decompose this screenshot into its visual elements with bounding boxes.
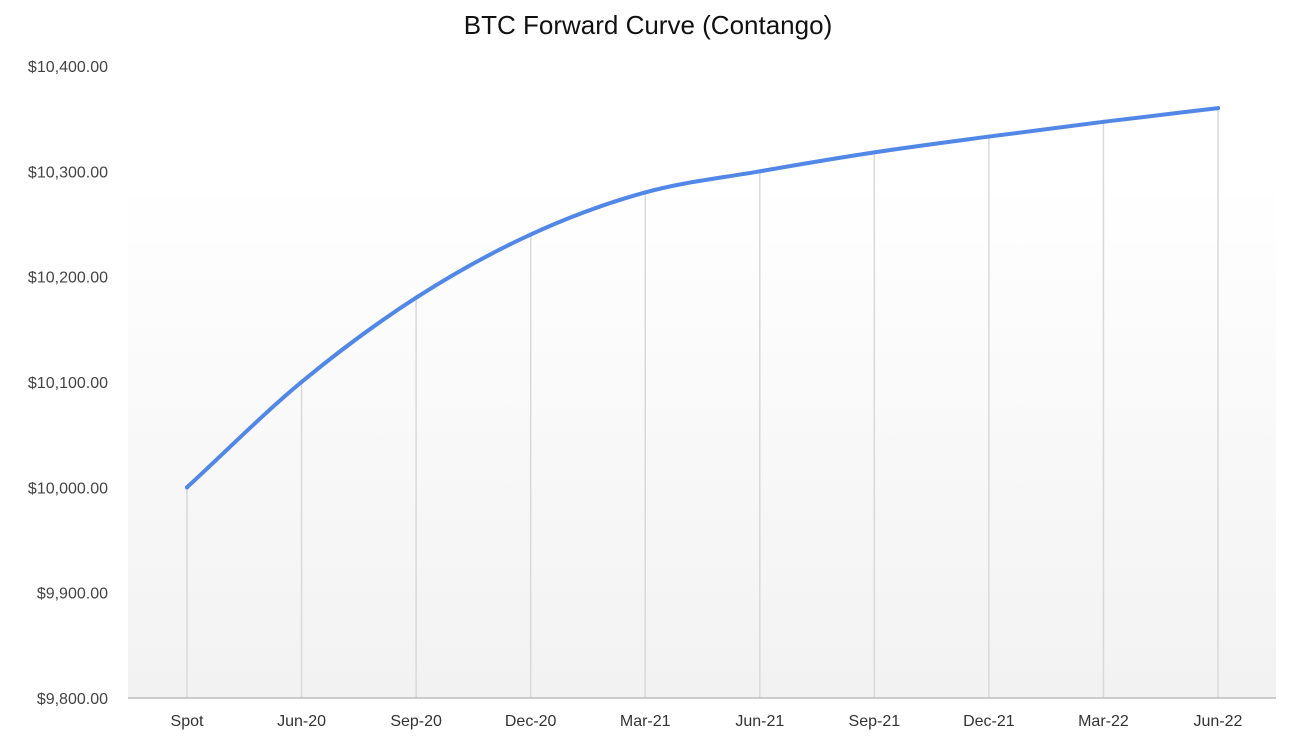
grid-lines xyxy=(128,108,1276,699)
x-tick-label: Jun-21 xyxy=(735,713,784,730)
x-tick-label: Spot xyxy=(171,713,204,730)
x-tick-label: Jun-20 xyxy=(277,713,326,730)
data-point-dec-21 xyxy=(986,134,991,139)
y-tick-label: $10,300.00 xyxy=(28,164,108,181)
data-point-mar-22 xyxy=(1101,119,1106,124)
x-tick-label: Mar-21 xyxy=(620,713,671,730)
data-point-sep-20 xyxy=(414,295,419,300)
x-tick-label: Jun-22 xyxy=(1194,713,1243,730)
y-tick-label: $10,000.00 xyxy=(28,480,108,497)
y-tick-label: $10,400.00 xyxy=(28,59,108,76)
x-tick-label: Sep-21 xyxy=(849,713,901,730)
x-axis: Spot Jun-20 Sep-20 Dec-20 Mar-21 Jun-21 Sep-21… xyxy=(171,713,1243,730)
x-tick-label: Mar-22 xyxy=(1078,713,1129,730)
series-group xyxy=(185,106,1220,490)
y-tick-label: $9,800.00 xyxy=(37,691,108,708)
data-point-mar-21 xyxy=(643,190,648,195)
x-tick-label: Dec-21 xyxy=(963,713,1015,730)
y-tick-label: $10,200.00 xyxy=(28,270,108,287)
data-point-jun-22 xyxy=(1216,106,1220,111)
series-line xyxy=(185,106,1220,490)
data-point-sep-21 xyxy=(872,150,877,155)
y-tick-label: $9,900.00 xyxy=(37,586,108,603)
chart-title: BTC Forward Curve (Contango) xyxy=(463,10,833,40)
data-point-dec-20 xyxy=(528,232,533,237)
data-point-jun-21 xyxy=(757,169,762,174)
x-tick-label: Sep-20 xyxy=(390,713,442,730)
data-point-jun-20 xyxy=(299,380,304,384)
plot-area xyxy=(128,180,1276,698)
data-point-spot xyxy=(185,485,189,490)
y-tick-label: $10,100.00 xyxy=(28,375,108,392)
y-axis: $9,800.00 $9,900.00 $10,000.00 $10,100.00 $1… xyxy=(28,59,108,708)
x-tick-label: Dec-20 xyxy=(505,713,557,730)
